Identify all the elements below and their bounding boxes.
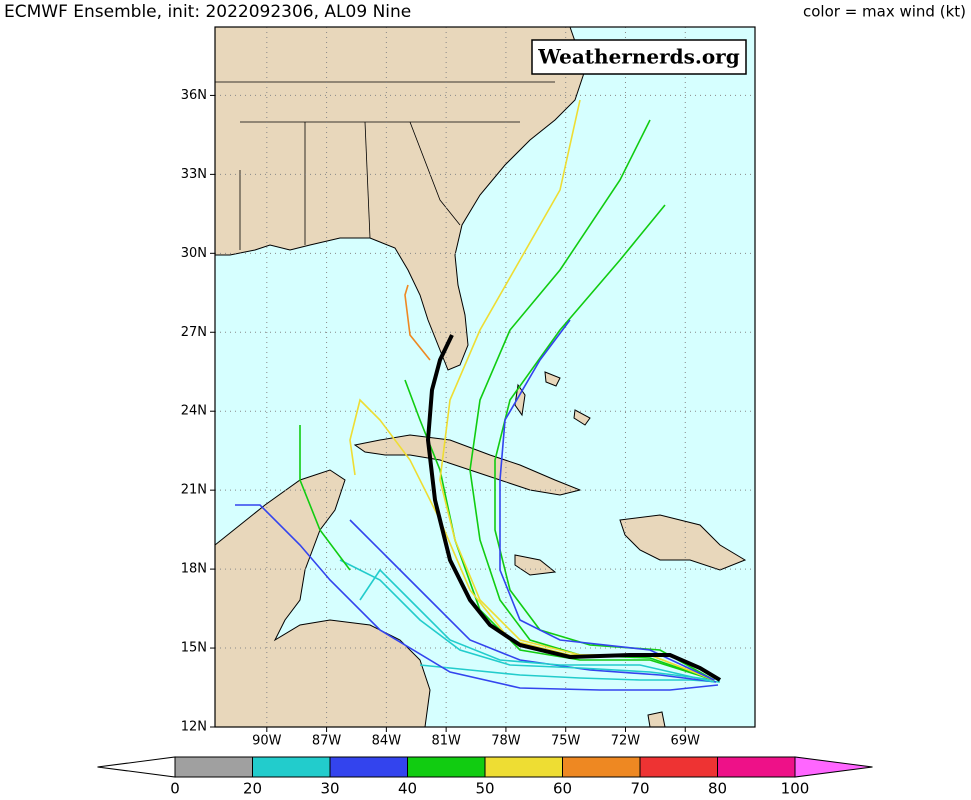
y-tick-label: 33N	[181, 167, 207, 182]
watermark-box	[531, 39, 747, 75]
y-tick-label: 27N	[181, 325, 207, 340]
colorbar-box	[174, 756, 253, 778]
colorbar-tick-label: 80	[708, 780, 727, 798]
legend-title: color = max wind (kt)	[803, 3, 966, 21]
y-tick-label: 24N	[181, 404, 207, 419]
colorbar-under	[97, 756, 176, 778]
colorbar-box	[639, 756, 718, 778]
y-tick-label: 18N	[181, 562, 207, 577]
grid	[215, 27, 755, 728]
y-tick-label: 12N	[181, 720, 207, 735]
x-tick-label: 78W	[491, 734, 521, 749]
x-tick-label: 84W	[372, 734, 402, 749]
colorbar-tick-label: 20	[243, 780, 262, 798]
colorbar: 0 20 30 40 50 60 70 80 100	[97, 756, 873, 798]
watermark: Weathernerds.org	[537, 45, 739, 69]
colorbar-over	[794, 756, 873, 778]
x-tick-label: 69W	[671, 734, 701, 749]
tracks	[235, 99, 722, 691]
y-tick-label: 30N	[181, 246, 207, 261]
colorbar-tick-label: 30	[320, 780, 339, 798]
x-tick-label: 87W	[312, 734, 342, 749]
colorbar-tick-label: 100	[781, 780, 810, 798]
x-tick-label: 75W	[551, 734, 581, 749]
colorbar-box	[329, 756, 408, 778]
colorbar-box	[407, 756, 486, 778]
colorbar-tick-label: 0	[170, 780, 180, 798]
colorbar-tick-label: 40	[398, 780, 417, 798]
x-tick-label: 90W	[252, 734, 282, 749]
x-tick-label: 72W	[611, 734, 641, 749]
colorbar-tick-label: 60	[553, 780, 572, 798]
map-frame	[214, 26, 756, 728]
chart-title: ECMWF Ensemble, init: 2022092306, AL09 N…	[4, 2, 411, 22]
y-tick-label: 15N	[181, 641, 207, 656]
colorbar-box	[717, 756, 796, 778]
y-tick-label: 36N	[181, 88, 207, 103]
land	[214, 26, 747, 728]
x-tick-label: 81W	[431, 734, 461, 749]
colorbar-box	[252, 756, 331, 778]
colorbar-box	[562, 756, 641, 778]
colorbar-box	[484, 756, 563, 778]
colorbar-tick-label: 70	[630, 780, 649, 798]
y-tick-label: 21N	[181, 483, 207, 498]
colorbar-tick-label: 50	[475, 780, 494, 798]
